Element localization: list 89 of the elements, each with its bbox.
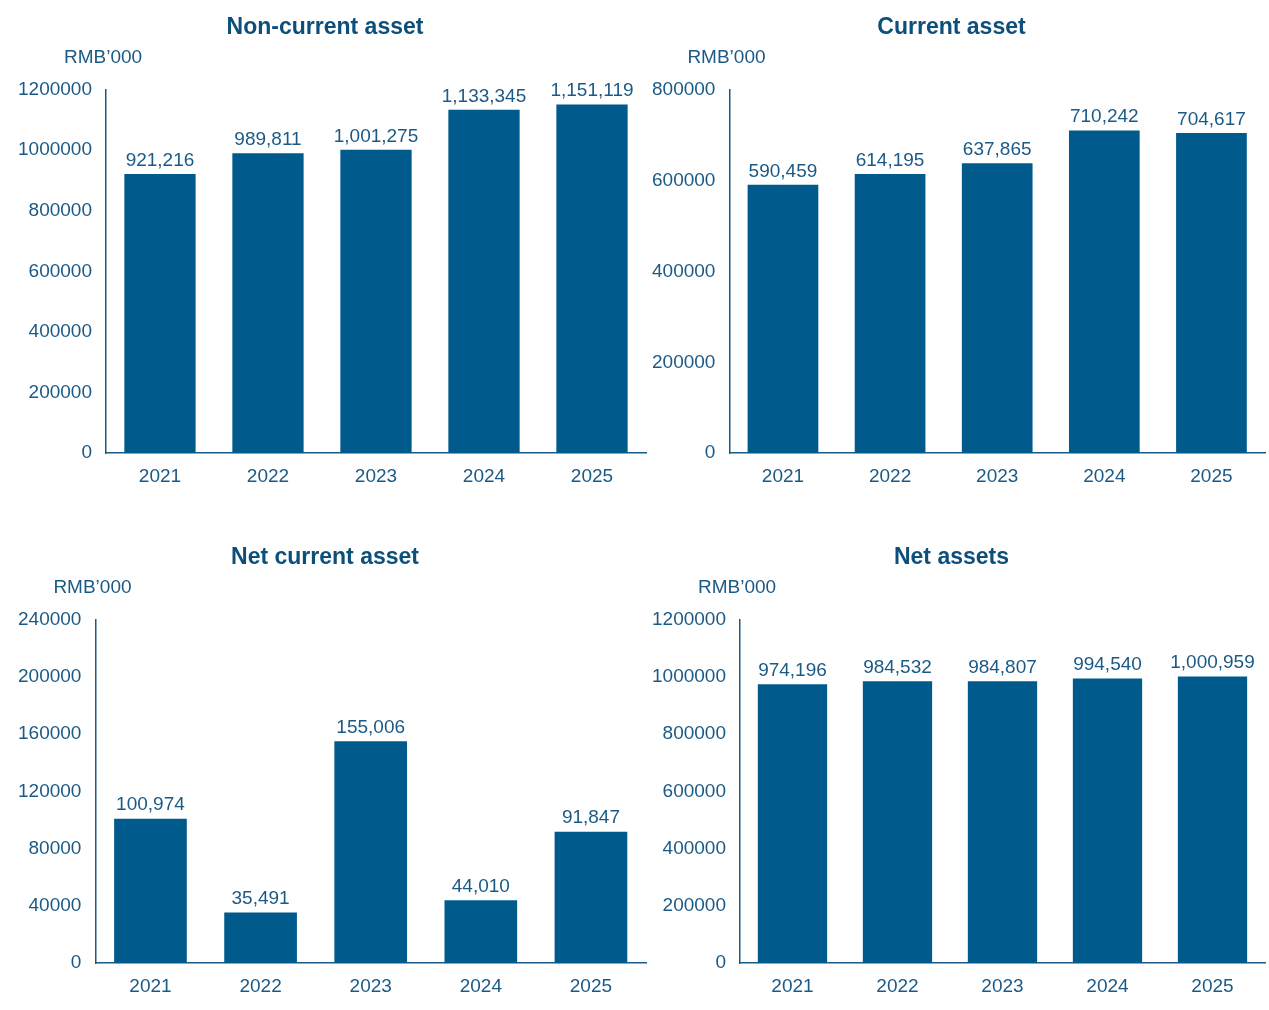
x-tick-label: 2024 bbox=[1083, 464, 1126, 486]
bar bbox=[114, 818, 187, 964]
y-tick-label: 240000 bbox=[18, 607, 82, 629]
bar bbox=[1176, 132, 1247, 454]
bar bbox=[444, 900, 518, 964]
y-tick-label: 800000 bbox=[652, 77, 716, 99]
x-tick-label: 2024 bbox=[1086, 974, 1130, 996]
data-label: 100,974 bbox=[116, 793, 186, 815]
data-label: 710,242 bbox=[1069, 105, 1139, 127]
y-axis-title: RMB’000 bbox=[697, 576, 777, 598]
x-tick-label: 2025 bbox=[1190, 464, 1233, 486]
y-tick-label: 200000 bbox=[18, 665, 82, 687]
y-tick-label: 160000 bbox=[18, 722, 82, 744]
y-tick-label: 1000000 bbox=[18, 138, 92, 160]
x-tick-label: 2021 bbox=[138, 464, 182, 486]
y-tick-label: 0 bbox=[81, 441, 92, 463]
x-tick-label: 2024 bbox=[459, 974, 503, 996]
data-label: 1,133,345 bbox=[441, 84, 527, 106]
x-tick-label: 2023 bbox=[349, 974, 392, 996]
y-tick-label: 200000 bbox=[652, 350, 716, 372]
data-label: 989,811 bbox=[234, 128, 302, 150]
y-tick-label: 800000 bbox=[28, 199, 92, 221]
data-label: 44,010 bbox=[451, 874, 510, 896]
chart-title: Non-current asset bbox=[226, 13, 424, 40]
data-label: 590,459 bbox=[748, 159, 818, 181]
bar bbox=[224, 912, 297, 964]
y-tick-label: 40000 bbox=[28, 894, 82, 916]
x-tick-label: 2022 bbox=[868, 464, 912, 486]
y-tick-label: 120000 bbox=[18, 779, 82, 801]
x-tick-label: 2023 bbox=[976, 464, 1019, 486]
y-tick-label: 600000 bbox=[662, 779, 726, 801]
x-tick-label: 2023 bbox=[354, 464, 398, 486]
data-label: 614,195 bbox=[855, 148, 925, 170]
bar bbox=[854, 174, 926, 454]
y-axis-title: RMB’000 bbox=[63, 46, 143, 68]
data-label: 921,216 bbox=[125, 148, 195, 170]
y-tick-label: 400000 bbox=[28, 320, 92, 342]
y-tick-label: 800000 bbox=[662, 722, 726, 744]
y-axis-title: RMB’000 bbox=[53, 576, 132, 598]
data-label: 155,006 bbox=[336, 716, 406, 738]
y-tick-label: 600000 bbox=[28, 259, 92, 281]
x-tick-label: 2024 bbox=[462, 464, 506, 486]
bar bbox=[124, 174, 196, 454]
y-tick-label: 1200000 bbox=[18, 77, 92, 99]
y-tick-label: 1200000 bbox=[652, 607, 726, 629]
bar bbox=[554, 831, 628, 964]
y-axis-title: RMB’000 bbox=[687, 46, 766, 68]
y-tick-label: 80000 bbox=[28, 836, 82, 858]
data-label: 91,847 bbox=[561, 806, 620, 828]
bar bbox=[747, 184, 819, 454]
x-tick-label: 2025 bbox=[570, 464, 614, 486]
x-tick-label: 2025 bbox=[569, 974, 613, 996]
y-tick-label: 1000000 bbox=[652, 665, 726, 687]
x-tick-label: 2022 bbox=[239, 974, 282, 996]
y-tick-label: 0 bbox=[70, 951, 82, 973]
bar bbox=[340, 149, 412, 454]
data-label: 984,532 bbox=[863, 656, 932, 678]
x-tick-label: 2021 bbox=[771, 974, 814, 996]
data-label: 1,000,959 bbox=[1170, 651, 1255, 673]
data-label: 637,865 bbox=[962, 138, 1032, 160]
data-label: 1,151,119 bbox=[550, 79, 634, 101]
x-tick-label: 2025 bbox=[1191, 974, 1234, 996]
x-tick-label: 2022 bbox=[876, 974, 919, 996]
data-label: 974,196 bbox=[758, 658, 827, 680]
chart-title: Net assets bbox=[893, 543, 1010, 570]
bar bbox=[1068, 130, 1140, 454]
y-tick-label: 400000 bbox=[652, 259, 716, 281]
data-label: 1,001,275 bbox=[333, 124, 419, 146]
x-tick-label: 2023 bbox=[981, 974, 1024, 996]
y-tick-label: 0 bbox=[715, 951, 726, 973]
bar bbox=[556, 104, 628, 454]
data-label: 704,617 bbox=[1177, 107, 1246, 129]
bar bbox=[448, 109, 520, 454]
bar bbox=[961, 163, 1033, 454]
x-tick-label: 2021 bbox=[761, 464, 805, 486]
data-label: 994,540 bbox=[1073, 653, 1142, 675]
bar bbox=[232, 153, 304, 454]
y-tick-label: 200000 bbox=[28, 380, 92, 402]
bar bbox=[334, 741, 408, 964]
x-tick-label: 2021 bbox=[129, 974, 172, 996]
data-label: 35,491 bbox=[231, 887, 290, 909]
x-tick-label: 2022 bbox=[246, 464, 290, 486]
chart-title: Current asset bbox=[877, 13, 1026, 40]
data-label: 984,807 bbox=[968, 655, 1037, 677]
y-tick-label: 0 bbox=[704, 441, 716, 463]
y-tick-label: 400000 bbox=[662, 836, 726, 858]
y-tick-label: 200000 bbox=[662, 894, 726, 916]
y-tick-label: 600000 bbox=[652, 168, 716, 190]
chart-title: Net current asset bbox=[231, 543, 420, 570]
